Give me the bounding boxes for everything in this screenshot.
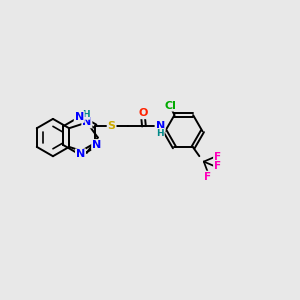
Text: N: N (82, 118, 92, 128)
Text: N: N (155, 121, 165, 131)
Text: S: S (108, 121, 116, 131)
Text: F: F (214, 161, 221, 171)
Text: N: N (75, 112, 84, 122)
Text: H: H (82, 110, 89, 119)
Text: N: N (76, 149, 85, 159)
Text: F: F (214, 152, 221, 162)
Text: N: N (92, 140, 101, 150)
Text: Cl: Cl (164, 100, 176, 111)
Text: O: O (138, 108, 147, 118)
Text: H: H (156, 129, 164, 138)
Text: F: F (204, 172, 211, 182)
